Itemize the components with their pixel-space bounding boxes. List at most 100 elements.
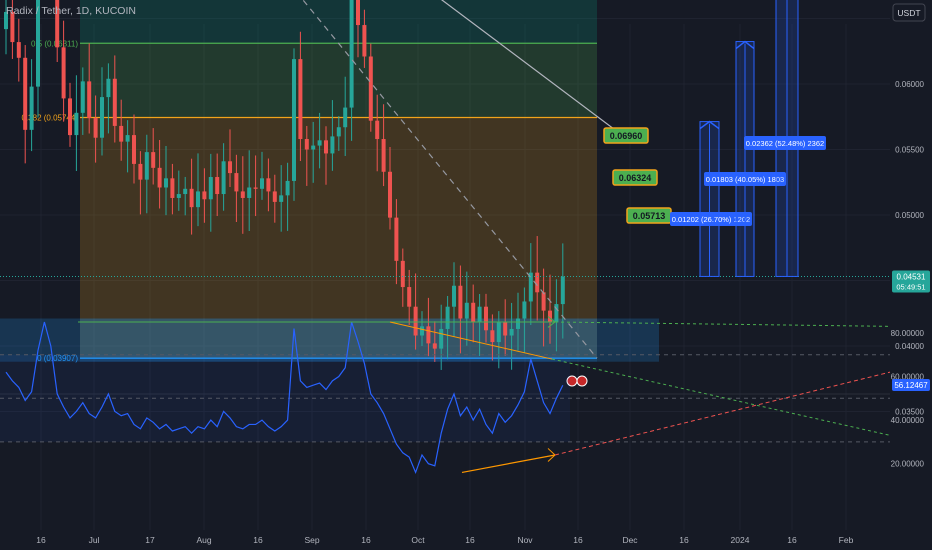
target-label-box [744, 136, 826, 150]
candle-body [202, 191, 207, 200]
target-badge[interactable]: 0.05713 [626, 207, 672, 224]
candle-body [445, 306, 450, 329]
rsi-line [5, 321, 564, 475]
candle-body [138, 163, 143, 180]
time-tick-label: Aug [196, 535, 211, 545]
price-tick-label: 0.05000 [895, 211, 924, 220]
rsi-tick-label: 60.00000 [891, 373, 925, 382]
time-tick-label: 2024 [731, 535, 750, 545]
candle-body [439, 328, 444, 349]
fib-retracement[interactable]: 1 (0.08715)0.618 (0.06878)0.5 (0.06311)0… [0, 0, 659, 363]
candle-body [16, 42, 21, 58]
candle-body [368, 56, 373, 121]
rsi-tick-label: 80.00000 [891, 329, 925, 338]
rsi-band [0, 354, 570, 442]
descending-trendline[interactable] [80, 0, 623, 136]
currency-button[interactable]: USDT [892, 3, 926, 22]
candle-body [183, 188, 188, 195]
candle-body [100, 97, 104, 138]
rsi-trend-up-ext [554, 371, 891, 456]
candle-body [522, 301, 527, 319]
time-tick-label: Dec [622, 535, 638, 545]
candle-body [458, 285, 463, 319]
candle-body [560, 276, 565, 305]
rsi-trend-down[interactable] [389, 321, 553, 360]
candle-body [10, 11, 15, 43]
candle-body [528, 272, 533, 302]
target-badge-box [612, 169, 658, 186]
currency-label: USDT [897, 8, 920, 18]
rsi-trend-up[interactable] [461, 454, 556, 474]
candle-body [119, 125, 124, 142]
candle-body [503, 322, 508, 336]
candle-body [407, 287, 412, 307]
candle-body [554, 304, 559, 323]
candle-body [516, 318, 520, 329]
candle-body [336, 127, 341, 137]
target-badge[interactable]: 0.06324 [612, 169, 658, 186]
candle-body [176, 194, 181, 198]
candle-body [106, 78, 111, 98]
candle-body [55, 0, 60, 48]
candle-body [112, 78, 117, 126]
candle-body [324, 140, 328, 154]
candle-body [132, 135, 136, 164]
chart-title: Radix / Tether, 1D, KUCOIN [6, 5, 136, 17]
fib-zone [80, 43, 597, 118]
candle-body [151, 152, 156, 168]
candle-body [548, 310, 552, 323]
candle-body [125, 135, 130, 142]
candle-body [80, 81, 85, 113]
fib-level-label: 0 (0.03907) [37, 354, 78, 363]
candle-body [471, 302, 476, 323]
rsi-trend-ext [551, 358, 891, 436]
candle-body [464, 302, 469, 319]
candle-body [157, 167, 162, 188]
candle-body [144, 152, 149, 180]
price-targets[interactable]: 0.06960 0.06324 0.05713 0.01202 (26.70%) 12… [566, 0, 826, 387]
candle-body [93, 118, 98, 138]
candle-body [490, 330, 495, 343]
time-tick-label: 16 [679, 535, 689, 545]
candle-body [23, 57, 28, 130]
candle-body [420, 326, 424, 336]
candle-body [477, 306, 482, 323]
rsi-current-value: 56.12467 [894, 381, 928, 390]
candle-body [400, 260, 405, 288]
rsi-tick-label: 40.00000 [891, 416, 925, 425]
candle-body [74, 112, 79, 136]
time-tick-label: 16 [361, 535, 371, 545]
candle-body [541, 292, 546, 311]
target-badge[interactable]: 0.06960 [603, 127, 649, 144]
target-label: 0.01803 (40.05%) 1803 [706, 175, 784, 184]
fib-level-label: 0.382 (0.05744) [22, 114, 79, 123]
candle-body [432, 343, 437, 349]
trend-lines[interactable] [80, 0, 623, 359]
candle-body [356, 0, 360, 26]
candle-body [29, 86, 34, 130]
candle-body [279, 195, 284, 202]
current-price-value: 0.04531 [897, 272, 926, 281]
candle-body [375, 120, 380, 140]
time-tick-label: 16 [465, 535, 475, 545]
candle-body [317, 140, 322, 146]
time-tick-label: 17 [145, 535, 155, 545]
candle-body [228, 161, 232, 174]
target-label-box [704, 172, 786, 186]
candle-body [304, 139, 309, 150]
grid [0, 18, 890, 530]
diagonal-dashed-line[interactable] [80, 0, 598, 359]
candle-body [452, 285, 456, 307]
rsi-value-badge [892, 378, 930, 391]
candle-body [388, 171, 392, 218]
target-badge-value: 0.05713 [633, 211, 666, 221]
current-price-badge [892, 270, 930, 293]
target-label-box [670, 212, 752, 226]
us-flag-icon[interactable] [576, 375, 588, 387]
price-tick-label: 0.06000 [895, 80, 924, 89]
candle-body [362, 25, 367, 57]
time-tick-label: 16 [573, 535, 583, 545]
fib-zone [80, 0, 597, 44]
